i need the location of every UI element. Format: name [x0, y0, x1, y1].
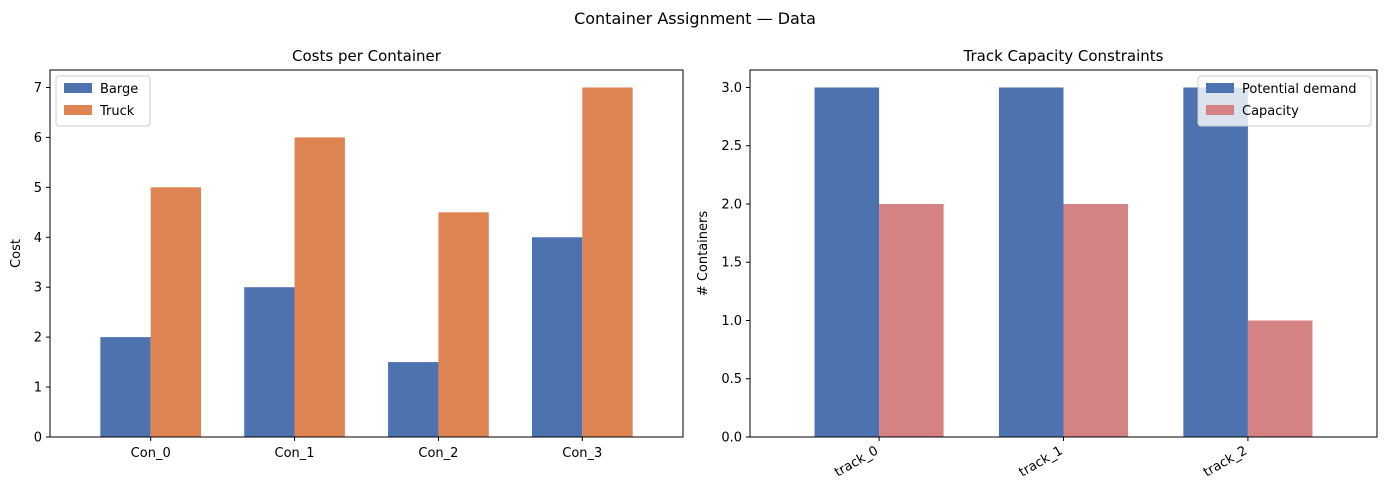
legend-swatch — [1206, 83, 1234, 93]
chart-0: Costs per Container 0 1 2 3 4 5 6 7 Con_0 Con_1 Con… — [9, 47, 684, 461]
y-tick-label: 1 — [34, 381, 42, 396]
bar-barge-con_0 — [100, 337, 151, 437]
bar-truck-con_2 — [438, 212, 489, 437]
y-tick-label: 5 — [34, 181, 42, 196]
y-axis-label: # Containers — [696, 211, 711, 297]
chart-1: Track Capacity Constraints 0.0 0.5 1.0 1.5 2.… — [696, 47, 1378, 480]
y-tick-label: 6 — [34, 131, 42, 146]
legend-swatch — [1206, 105, 1234, 115]
legend: Barge Truck — [55, 75, 151, 127]
plot-frame — [49, 69, 684, 438]
bar-capacity-track_1 — [1063, 203, 1129, 437]
legend-swatch — [64, 105, 92, 115]
y-tick-label: 7 — [34, 81, 42, 96]
y-tick-label: 0 — [34, 431, 42, 446]
y-tick-label: 1.5 — [721, 256, 742, 271]
x-tick-label: track_1 — [1017, 443, 1066, 480]
legend-label: Potential demand — [1242, 82, 1356, 97]
bar-barge-con_3 — [531, 237, 583, 437]
x-tick-label: track_2 — [1201, 443, 1250, 480]
x-tick-label: Con_2 — [418, 446, 458, 461]
bar-truck-con_0 — [150, 187, 202, 437]
y-axis-label: Cost — [9, 239, 24, 268]
chart-title: Track Capacity Constraints — [963, 47, 1164, 65]
chart-title: Costs per Container — [292, 47, 442, 65]
bar-potential-demand-track_1 — [998, 87, 1064, 437]
y-tick-label: 0.5 — [721, 372, 742, 387]
bar-potential-demand-track_2 — [1183, 87, 1248, 437]
bar-truck-con_1 — [294, 137, 345, 438]
y-tick-label: 2.0 — [721, 197, 742, 212]
bar-barge-con_2 — [388, 362, 439, 437]
x-tick-label: track_0 — [832, 443, 881, 480]
bar-potential-demand-track_0 — [814, 87, 880, 437]
legend-swatch — [64, 83, 92, 93]
legend-label: Truck — [99, 104, 135, 119]
y-tick-label: 3 — [34, 281, 42, 296]
y-tick-label: 3.0 — [721, 81, 742, 96]
bar-capacity-track_0 — [879, 203, 944, 437]
x-tick-label: Con_0 — [131, 446, 171, 461]
legend-label: Capacity — [1242, 104, 1299, 119]
bar-capacity-track_2 — [1247, 320, 1313, 437]
figure-title: Container Assignment — Data — [574, 9, 816, 28]
x-tick-label: Con_1 — [275, 446, 315, 461]
y-tick-label: 4 — [34, 231, 42, 246]
legend-label: Barge — [100, 82, 138, 97]
bar-barge-con_1 — [244, 287, 295, 437]
y-tick-label: 1.0 — [721, 314, 742, 329]
bar-truck-con_3 — [582, 87, 633, 437]
x-tick-label: Con_3 — [562, 446, 602, 461]
y-tick-label: 2.5 — [721, 139, 742, 154]
y-tick-label: 2 — [34, 331, 42, 346]
legend-box — [1197, 75, 1372, 127]
y-tick-label: 0.0 — [721, 431, 742, 446]
legend: Potential demand Capacity — [1197, 75, 1372, 127]
